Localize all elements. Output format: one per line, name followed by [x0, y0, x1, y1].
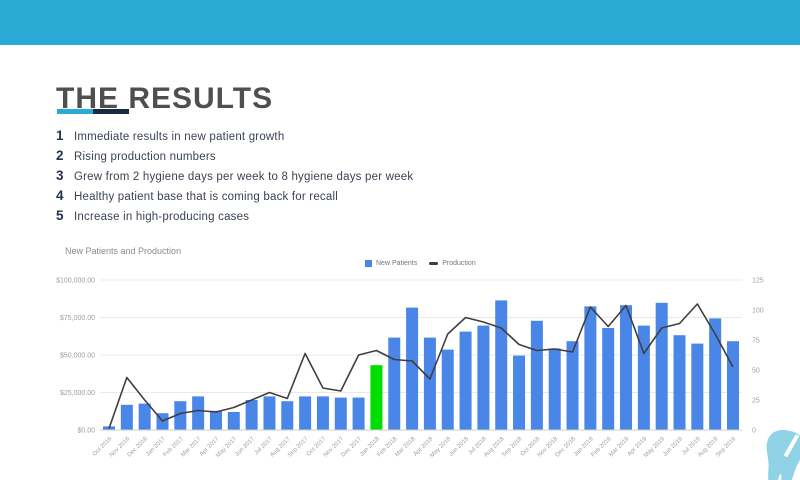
legend-item-new-patients: New Patients: [365, 260, 417, 267]
chart-title: New Patients and Production: [65, 246, 182, 256]
svg-text:$100,000.00: $100,000.00: [56, 278, 95, 285]
results-list: 1 Immediate results in new patient growt…: [56, 128, 413, 228]
svg-text:$50,000.00: $50,000.00: [60, 353, 95, 360]
svg-text:25: 25: [752, 398, 760, 405]
list-text: Rising production numbers: [74, 151, 216, 163]
list-item-4: 4 Healthy patient base that is coming ba…: [56, 188, 413, 208]
svg-text:100: 100: [752, 308, 764, 315]
svg-text:$25,000.00: $25,000.00: [60, 390, 95, 397]
legend-label: Production: [442, 260, 476, 267]
svg-text:$75,000.00: $75,000.00: [60, 315, 95, 322]
list-text: Healthy patient base that is coming back…: [74, 191, 338, 203]
legend-label: New Patients: [376, 260, 418, 267]
svg-text:75: 75: [752, 338, 760, 345]
svg-text:Jun 2017: Jun 2017: [234, 436, 256, 458]
list-number: 3: [56, 168, 64, 183]
list-text: Increase in high-producing cases: [74, 211, 250, 223]
svg-text:$0.00: $0.00: [77, 428, 95, 435]
title-underline-navy: [93, 109, 129, 114]
chart-legend: New Patients Production: [365, 260, 476, 267]
production-swatch-icon: [429, 262, 439, 265]
new-patients-swatch-icon: [365, 260, 372, 267]
list-number: 4: [56, 188, 64, 203]
new-patients-production-chart: New Patients and Production New Patients…: [50, 240, 798, 480]
tooth-logo-icon: [766, 430, 800, 480]
list-item-3: 3 Grew from 2 hygiene days per week to 8…: [56, 168, 413, 188]
title-underline-cyan: [57, 109, 93, 114]
list-number: 1: [56, 128, 64, 143]
svg-text:0: 0: [752, 428, 756, 435]
list-item-1: 1 Immediate results in new patient growt…: [56, 128, 413, 148]
svg-text:Jun 2019: Jun 2019: [662, 436, 684, 458]
list-number: 2: [56, 148, 64, 163]
title-underline: [57, 109, 129, 114]
list-item-2: 2 Rising production numbers: [56, 148, 413, 168]
list-number: 5: [56, 208, 64, 223]
list-item-5: 5 Increase in high-producing cases: [56, 208, 413, 228]
svg-text:Sep 2019: Sep 2019: [715, 436, 738, 459]
svg-text:125: 125: [752, 278, 764, 285]
list-text: Immediate results in new patient growth: [74, 131, 285, 143]
list-text: Grew from 2 hygiene days per week to 8 h…: [74, 171, 414, 183]
chart-svg: $100,000.00 $75,000.00 $50,000.00 $25,000.0…: [56, 278, 764, 460]
svg-text:Jun 2018: Jun 2018: [448, 436, 470, 458]
top-accent-bar: [0, 0, 800, 45]
legend-item-production: Production: [429, 260, 476, 267]
svg-text:50: 50: [752, 368, 760, 375]
